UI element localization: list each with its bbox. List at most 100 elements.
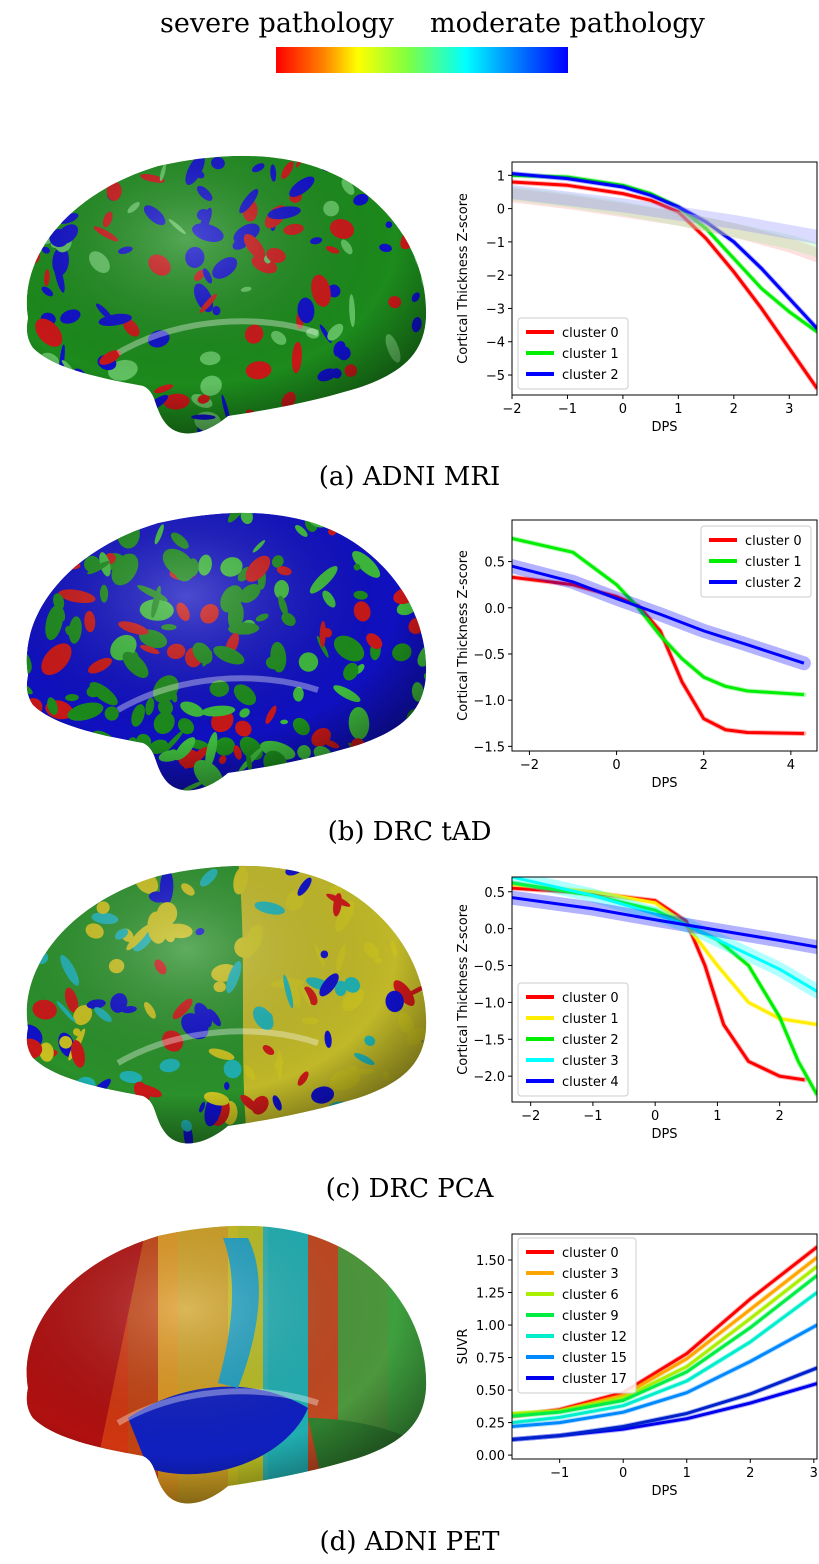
y-tick-label: −1.0	[473, 996, 505, 1011]
caption-d: (d) ADNI PET	[319, 1527, 500, 1557]
x-tick-label: −1	[583, 1109, 602, 1124]
y-tick-label: −5	[486, 369, 505, 384]
y-tick-label: 0.0	[484, 923, 505, 938]
y-tick-label: 1.50	[476, 1254, 505, 1269]
legend-label: cluster 0	[562, 991, 619, 1006]
legend-label: cluster 0	[745, 534, 802, 549]
legend-label: cluster 17	[562, 1372, 627, 1387]
colorbar-left-label: severe pathology	[160, 8, 394, 39]
brain-surface-a	[26, 155, 427, 434]
plot-frame	[511, 876, 818, 1103]
series-line	[512, 882, 817, 1027]
y-tick-label: 0.5	[484, 886, 505, 901]
series-line	[512, 1291, 817, 1425]
legend-label: cluster 1	[745, 555, 802, 570]
brain-surface-d	[26, 1225, 427, 1504]
y-axis-label: Cortical Thickness Z-score	[456, 193, 471, 364]
y-axis-label: SUVR	[456, 1329, 471, 1365]
legend: cluster 0 cluster 3 cluster 6 cluster 9 clus…	[517, 1237, 637, 1394]
x-tick-label: −1	[558, 402, 577, 417]
legend-label: cluster 4	[562, 1075, 619, 1090]
colorbar-right-label: moderate pathology	[430, 8, 705, 39]
legend-label: cluster 3	[562, 1054, 619, 1069]
colorbar	[276, 47, 568, 73]
x-tick-label: 0	[619, 402, 627, 417]
x-tick-label: 3	[785, 402, 793, 417]
y-tick-label: 0	[497, 203, 505, 218]
legend-label: cluster 0	[562, 1246, 619, 1261]
y-tick-label: −4	[486, 336, 505, 351]
series-line	[512, 537, 805, 697]
plot-frame	[511, 519, 818, 752]
y-tick-label: −2	[486, 269, 505, 284]
series-line	[512, 173, 817, 333]
x-tick-label: 2	[730, 402, 738, 417]
chart-c: −2 −1 0 1 2 0.5 0.0 −0.5 −1.0 −1.5 −2.0 DPS Cortical…	[456, 876, 818, 1142]
x-tick-label: 2	[776, 1109, 784, 1124]
legend-label: cluster 0	[562, 326, 619, 341]
legend: cluster 0 cluster 1 cluster 2 cluster 3 clus…	[517, 982, 629, 1097]
legend: cluster 0 cluster 1 cluster 2	[700, 525, 812, 598]
y-axis-label: Cortical Thickness Z-score	[456, 550, 471, 721]
legend-label: cluster 2	[562, 1033, 619, 1048]
x-axis-label: DPS	[651, 1484, 677, 1499]
y-tick-label: 0.00	[476, 1449, 505, 1464]
y-tick-label: 0.50	[476, 1384, 505, 1399]
series-band	[512, 184, 817, 244]
legend-label: cluster 1	[562, 1012, 619, 1027]
x-tick-label: 2	[700, 758, 708, 773]
x-tick-label: −1	[550, 1466, 569, 1481]
chart-b: −2 0 2 4 0.5 0.0 −0.5 −1.0 −1.5 DPS Cortical Thick…	[456, 519, 818, 791]
caption-c: (c) DRC PCA	[325, 1174, 494, 1204]
legend-label: cluster 2	[562, 368, 619, 383]
x-tick-label: 2	[746, 1466, 754, 1481]
series-line	[512, 180, 817, 390]
x-tick-label: 3	[810, 1466, 818, 1481]
legend-box	[517, 1237, 637, 1394]
y-tick-label: −1	[486, 236, 505, 251]
legend-label: cluster 9	[562, 1309, 619, 1324]
y-tick-label: 0.5	[484, 556, 505, 571]
y-tick-label: −0.5	[473, 960, 505, 975]
x-tick-label: 0	[619, 1466, 627, 1481]
series-line	[512, 1366, 817, 1441]
brain-surface-b	[26, 512, 427, 791]
y-tick-label: 0.75	[476, 1352, 505, 1367]
series-line	[512, 1323, 817, 1428]
x-tick-label: −2	[521, 1109, 540, 1124]
legend-label: cluster 1	[562, 347, 619, 362]
legend-box	[517, 317, 629, 390]
legend-label: cluster 2	[745, 576, 802, 591]
x-axis-label: DPS	[651, 420, 677, 435]
y-tick-label: 1	[497, 169, 505, 184]
series-band	[512, 186, 817, 258]
y-tick-label: 0.0	[484, 602, 505, 617]
x-tick-label: −2	[502, 402, 521, 417]
caption-b: (b) DRC tAD	[327, 817, 492, 847]
legend: cluster 0 cluster 1 cluster 2	[517, 317, 629, 390]
legend-box	[517, 982, 629, 1097]
x-tick-label: 1	[674, 402, 682, 417]
x-tick-label: 1	[713, 1109, 721, 1124]
caption-a: (a) ADNI MRI	[318, 462, 501, 492]
legend-label: cluster 12	[562, 1330, 627, 1345]
series-line	[512, 1265, 817, 1415]
y-tick-label: −1.0	[473, 694, 505, 709]
legend-label: cluster 6	[562, 1288, 619, 1303]
y-tick-label: 0.25	[476, 1417, 505, 1432]
x-tick-label: 0	[612, 758, 620, 773]
legend-label: cluster 15	[562, 1351, 627, 1366]
legend-box	[700, 525, 812, 598]
x-axis-label: DPS	[651, 776, 677, 791]
series-line	[512, 896, 817, 949]
x-axis-label: DPS	[651, 1127, 677, 1142]
x-tick-label: 0	[651, 1109, 659, 1124]
series-line	[512, 1274, 817, 1418]
x-tick-label: 4	[787, 758, 795, 773]
y-tick-label: −2.0	[473, 1070, 505, 1085]
y-tick-label: −3	[486, 302, 505, 317]
series-line	[512, 877, 817, 993]
x-tick-label: −2	[520, 758, 539, 773]
chart-d: −1 0 1 2 3 0.00 0.25 0.50 0.75 1.00 1.25 1.50 DPS SUV…	[456, 1233, 818, 1499]
series-line	[512, 172, 817, 330]
